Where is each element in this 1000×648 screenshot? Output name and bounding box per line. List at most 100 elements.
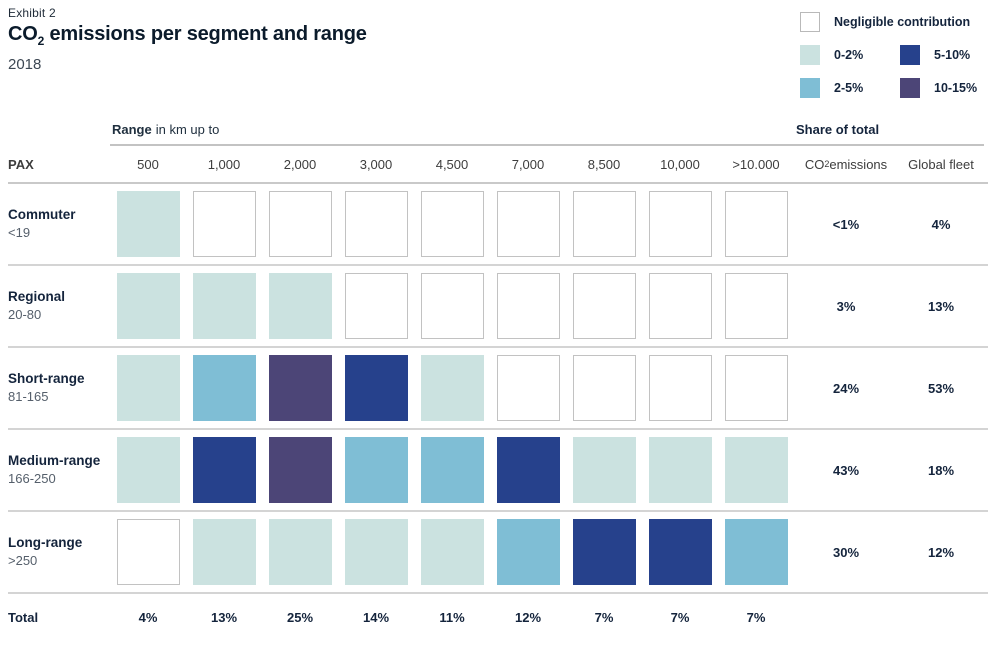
segment-name: Medium-range [8,452,101,468]
range-tick-label: 2,000 [283,156,317,172]
heatmap-cell [110,266,186,346]
fleet-share-value: 18% [927,462,955,478]
co2-head-subscript: 2 [824,159,830,169]
heatmap-cell [414,184,490,264]
heatmap-cell [718,266,794,346]
heatmap-cell [718,512,794,592]
heatmap-cell [642,430,718,510]
heatmap-cell [262,348,338,428]
legend-item: 2-5% [800,78,900,98]
range-axis-bold: Range [112,122,152,137]
total-co2-spacer [794,594,898,640]
legend-swatch-icon [800,12,820,32]
column-total-value: 14% [362,609,390,625]
legend: Negligible contribution 0-2% 5-10% 2-5% 10-1… [800,12,996,111]
legend-label: 2-5% [834,81,864,95]
legend-label: 0-2% [834,48,864,62]
heatmap-cell-swatch [572,273,636,339]
heatmap-cell [566,348,642,428]
segment-name: Commuter [8,206,76,222]
heatmap-cell-swatch [116,273,180,339]
segment-row: Medium-range 166-250 43% 18% [8,430,988,512]
segment-row: Regional 20-80 3% 13% [8,266,988,348]
heatmap-cell-swatch [420,355,484,421]
legend-row: Negligible contribution [800,12,996,32]
heatmap-cell-swatch [268,191,332,257]
range-tick-label: 7,000 [511,156,545,172]
column-total-value: 7% [670,609,690,625]
exhibit-header: Exhibit 2 CO2 emissions per segment and … [8,6,367,73]
range-tick-label: 4,500 [435,156,469,172]
page-title: CO2 emissions per segment and range [8,23,367,48]
heatmap-cell-swatch [344,519,408,585]
axis-spacer [8,118,110,146]
column-total-value: 7% [594,609,614,625]
heatmap-cell [186,512,262,592]
heatmap-cell [110,512,186,592]
heatmap-cell [414,348,490,428]
column-total-value: 4% [138,609,158,625]
range-axis-label: Range in km up to [110,118,794,146]
legend-item: Negligible contribution [800,12,970,32]
total-row: Total 4% 13% 25% 14% 11% 12% 7% 7% 7% [8,594,988,640]
legend-swatch-icon [800,45,820,65]
exhibit-label: Exhibit 2 [8,6,56,20]
heatmap-cell-swatch [496,355,560,421]
heatmap-cell-swatch [192,519,256,585]
heatmap-cell-swatch [420,191,484,257]
heatmap-cell-swatch [344,355,408,421]
heatmap-cell [718,430,794,510]
fleet-share-value: 4% [931,216,951,232]
heatmap-cell [186,184,262,264]
co2-share-value: 3% [836,298,856,314]
heatmap-cell-swatch [724,437,788,503]
legend-swatch-icon [800,78,820,98]
heatmap-cell-swatch [572,519,636,585]
segment-name: Short-range [8,370,85,386]
heatmap-cell [262,512,338,592]
heatmap-cell-swatch [648,191,712,257]
legend-swatch-icon [900,45,920,65]
co2-head-co: CO [804,156,825,172]
segment-label: Long-range >250 [8,512,110,592]
heatmap-cell-swatch [648,273,712,339]
heatmap-cell [110,430,186,510]
segment-rows: Commuter <19 <1% 4% Regional 20-80 3% 13% Short-… [8,184,988,594]
column-total-value: 13% [210,609,238,625]
heatmap-cell [642,348,718,428]
legend-label: 5-10% [934,48,971,62]
heatmap-cell-swatch [420,437,484,503]
heatmap-matrix: Range in km up to Share of total PAX 500 1… [8,118,988,640]
co2-head-rest: emissions [829,156,888,172]
range-tick-label: 500 [137,156,159,172]
co2-share-value: 30% [832,544,860,560]
heatmap-cell [338,430,414,510]
segment-name: Regional [8,288,66,304]
legend-row: 2-5% 10-15% [800,78,996,98]
heatmap-cell-swatch [116,519,180,585]
heatmap-cell [642,266,718,346]
column-total-value: 11% [439,609,465,625]
heatmap-cell [490,348,566,428]
heatmap-cell [338,184,414,264]
heatmap-cell [490,184,566,264]
co2-share-value: 24% [832,380,860,396]
heatmap-cell-swatch [648,437,712,503]
heatmap-cell [186,266,262,346]
heatmap-cell [110,184,186,264]
heatmap-cell [414,266,490,346]
heatmap-cell [566,512,642,592]
heatmap-cell-swatch [572,191,636,257]
subtitle-year: 2018 [8,56,42,73]
heatmap-cell-swatch [496,519,560,585]
legend-item: 5-10% [900,45,970,65]
column-header-row: PAX 500 1,000 2,000 3,000 4,500 7,000 8,500 10,… [8,146,988,184]
segment-pax-range: <19 [8,224,31,240]
heatmap-cell-swatch [724,519,788,585]
heatmap-cell-swatch [420,519,484,585]
total-label: Total [8,609,39,625]
heatmap-cell-swatch [344,437,408,503]
heatmap-cell [262,184,338,264]
heatmap-cell-swatch [268,355,332,421]
fleet-share-value: 12% [927,544,955,560]
